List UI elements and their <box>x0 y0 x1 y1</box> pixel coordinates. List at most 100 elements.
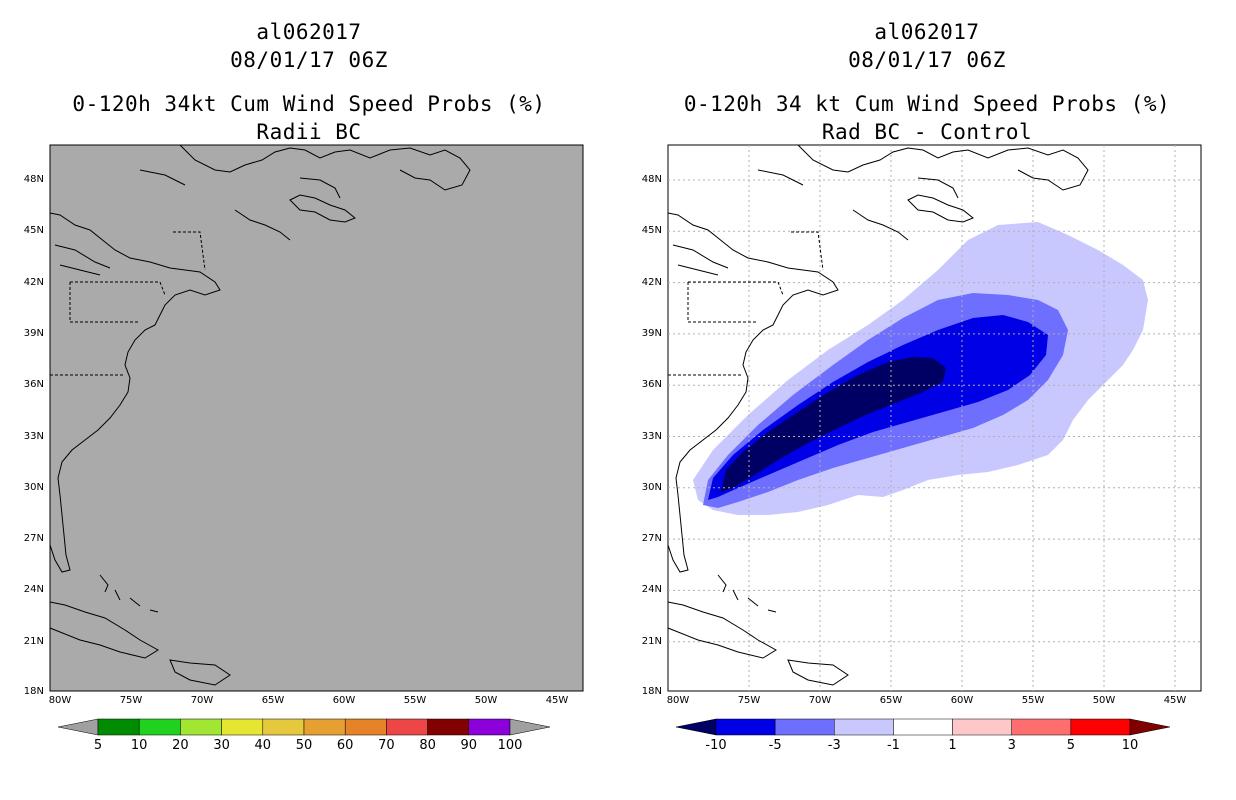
lon-label: 55W <box>403 695 427 706</box>
storm-id-title: al062017 <box>874 20 980 44</box>
colorbar-label: 100 <box>497 738 523 753</box>
lat-label: 36N <box>23 379 44 391</box>
lon-label: 70W <box>190 695 214 706</box>
lat-label: 42N <box>641 276 662 288</box>
left-panel: al062017 08/01/17 06Z 0-120h 34kt Cum Wi… <box>23 20 584 753</box>
lon-label: 65W <box>261 695 285 706</box>
subtitle: Rad BC - Control <box>821 120 1033 144</box>
colorbar-segment <box>1070 718 1131 736</box>
colorbar-segment <box>180 718 222 736</box>
left-colorbar <box>57 718 551 736</box>
colorbar-label: 90 <box>460 738 478 753</box>
colorbar-segment <box>344 718 387 736</box>
lon-label: 80W <box>48 695 72 706</box>
lat-label: 27N <box>23 533 44 545</box>
lon-label: 75W <box>119 695 143 706</box>
gridlines <box>668 145 1201 691</box>
lat-label: 30N <box>641 481 662 493</box>
colorbar-label: 10 <box>1121 738 1139 753</box>
lat-label: 24N <box>23 584 44 596</box>
state-borders <box>50 231 206 376</box>
contour-minus10 <box>721 357 946 492</box>
colorbar-segment <box>834 718 894 736</box>
colorbar-over-triangle <box>1129 718 1171 736</box>
lat-label: 39N <box>641 327 662 339</box>
lat-label: 27N <box>641 533 662 545</box>
colorbar-over-triangle <box>509 718 551 736</box>
lat-label: 48N <box>23 174 44 185</box>
colorbar-label: 30 <box>213 738 230 753</box>
lon-label: 45W <box>545 695 569 706</box>
colorbar-label: 3 <box>1007 738 1016 753</box>
colorbar-segment <box>893 718 953 736</box>
colorbar-label: -5 <box>768 738 782 753</box>
colorbar-label: -3 <box>827 738 841 753</box>
lat-label: 24N <box>641 584 662 596</box>
lat-label: 18N <box>23 686 44 697</box>
lon-label: 60W <box>332 695 356 706</box>
coastlines <box>667 144 1089 686</box>
product-title: 0-120h 34 kt Cum Wind Speed Probs (%) <box>683 92 1171 116</box>
subtitle: Radii BC <box>256 120 362 144</box>
colorbar-label: 10 <box>130 738 148 753</box>
colorbar-segment <box>262 718 305 736</box>
storm-id-title: al062017 <box>256 20 362 44</box>
colorbar-label: 5 <box>93 738 103 753</box>
colorbar-label: 40 <box>254 738 272 753</box>
difference-field <box>693 222 1148 515</box>
lat-label: 33N <box>641 430 662 442</box>
lon-label: 70W <box>808 695 832 706</box>
lon-label: 50W <box>474 695 498 706</box>
lat-label: 30N <box>23 481 44 493</box>
datetime-title: 08/01/17 06Z <box>230 48 388 72</box>
colorbar-segment <box>97 718 140 736</box>
colorbar-segment <box>468 718 511 736</box>
right-map <box>667 144 1202 692</box>
lat-label: 48N <box>641 174 662 185</box>
product-title: 0-120h 34kt Cum Wind Speed Probs (%) <box>72 92 546 116</box>
map-frame <box>49 144 584 692</box>
right-colorbar <box>675 718 1171 736</box>
colorbar-segment <box>386 718 428 736</box>
lat-label: 42N <box>23 276 44 288</box>
colorbar-segment <box>221 718 264 736</box>
lat-label: 45N <box>641 225 662 237</box>
colorbar-label: 5 <box>1066 738 1075 753</box>
colorbar-segment <box>138 718 181 736</box>
lat-label: 18N <box>641 686 662 697</box>
state-borders <box>668 231 824 376</box>
colorbar-label: -1 <box>886 738 900 753</box>
colorbar-segment <box>952 718 1012 736</box>
colorbar-segment <box>774 718 835 736</box>
lat-label: 36N <box>641 379 662 391</box>
colorbar-segment <box>1011 718 1072 736</box>
colorbar-label: 80 <box>419 738 436 753</box>
coastlines <box>49 144 471 686</box>
colorbar-segment <box>715 718 776 736</box>
lat-label: 21N <box>641 635 662 647</box>
lon-label: 65W <box>879 695 903 706</box>
colorbar-label: 60 <box>336 738 354 753</box>
lon-label: 55W <box>1021 695 1045 706</box>
colorbar-label: -10 <box>705 738 727 753</box>
colorbar-label: 1 <box>948 738 957 753</box>
colorbar-label: 20 <box>172 738 189 753</box>
lon-label: 45W <box>1163 695 1187 706</box>
lon-label: 50W <box>1092 695 1116 706</box>
lon-label: 80W <box>666 695 690 706</box>
lat-label: 45N <box>23 225 44 237</box>
lat-label: 21N <box>23 635 44 647</box>
colorbar-segment <box>303 718 346 736</box>
colorbar-under-triangle <box>57 718 99 736</box>
lat-label: 39N <box>23 327 44 339</box>
datetime-title: 08/01/17 06Z <box>848 48 1006 72</box>
colorbar-segment <box>427 718 470 736</box>
right-panel: al062017 08/01/17 06Z 0-120h 34 kt Cum W… <box>618 0 1236 800</box>
lon-label: 75W <box>737 695 761 706</box>
lat-label: 33N <box>23 430 44 442</box>
colorbar-under-triangle <box>675 718 717 736</box>
colorbar-label: 50 <box>295 738 313 753</box>
left-map <box>49 144 584 692</box>
lon-label: 60W <box>950 695 974 706</box>
colorbar-label: 70 <box>378 738 395 753</box>
